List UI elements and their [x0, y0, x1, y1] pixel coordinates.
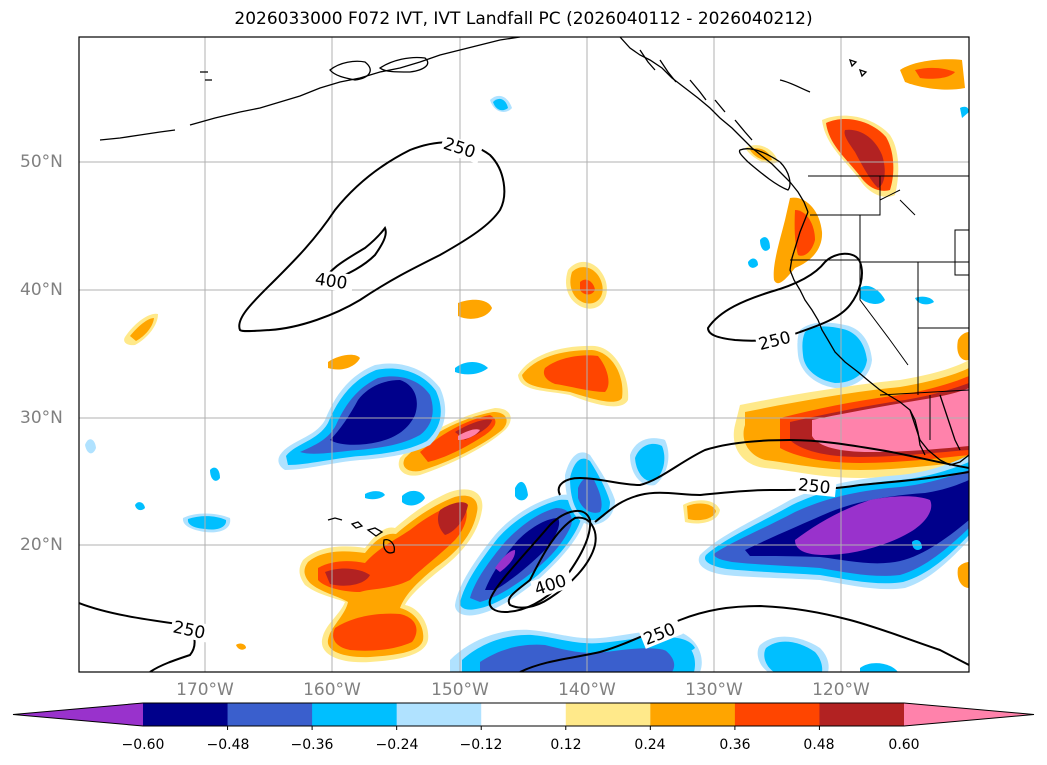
c28-blob-pink — [458, 429, 480, 440]
s-neg-2-cyan — [764, 641, 823, 672]
e-neg-purple — [795, 496, 932, 555]
colorbar-swatch — [143, 703, 229, 726]
small-orange-240 — [236, 643, 246, 650]
contour-label: 400 — [314, 270, 349, 294]
neg-small-7 — [85, 439, 96, 454]
c-neg-up-blue — [578, 477, 602, 513]
lat-label-40n: 40°N — [20, 280, 63, 300]
sw-orange-dr — [325, 568, 370, 586]
lon-label-160w: 160°W — [303, 680, 361, 700]
ne-blob-1-dr — [844, 129, 885, 188]
s-neg-1-blue — [480, 644, 675, 672]
neg-small-6 — [365, 491, 385, 500]
se-edge-orange2 — [957, 562, 969, 588]
neg-small-1c — [493, 98, 508, 111]
sw-orange-r2 — [333, 613, 417, 651]
colorbar-tick: 0.60 — [888, 737, 920, 753]
colorbar-tick: −0.48 — [206, 737, 250, 753]
neg-small-11 — [915, 296, 934, 305]
colorbar-swatch — [734, 703, 820, 726]
ne-blob-2-r — [915, 67, 955, 79]
neg-small-2 — [455, 362, 488, 375]
lat-label-30n: 30°N — [20, 408, 63, 428]
map-frame — [78, 36, 970, 673]
neg-ca-coast-cyan — [802, 326, 867, 383]
colorbar-tick: −0.60 — [121, 737, 165, 753]
neg-small-4 — [402, 490, 425, 506]
lat-label-20n: 20°N — [20, 535, 63, 555]
colorbar-swatch — [650, 703, 736, 726]
colorbar-extend-min — [13, 703, 143, 726]
neg-small-3c — [187, 516, 227, 530]
lon-label-120w: 120°W — [812, 680, 870, 700]
sw-small-2-or — [130, 318, 154, 341]
colorbar-swatch — [819, 703, 905, 726]
colorbar-swatch — [481, 703, 567, 726]
colorbar-tick: 0.36 — [719, 737, 751, 753]
lon-label-150w: 150°W — [431, 680, 489, 700]
neg-small-8 — [210, 467, 220, 481]
s-neg-3 — [860, 663, 898, 672]
lon-label-170w: 170°W — [176, 680, 234, 700]
contour-label: 250 — [797, 475, 831, 498]
neg-small-13 — [135, 502, 145, 511]
se-edge-orange — [957, 332, 969, 361]
coast-red — [794, 210, 815, 256]
colorbar-tick: 0.24 — [634, 737, 666, 753]
w-neg-navy — [330, 380, 417, 445]
lon-label-130w: 130°W — [685, 680, 743, 700]
colorbar-swatch — [312, 703, 398, 726]
sw-small-1 — [328, 354, 360, 370]
colorbar-swatch — [396, 703, 482, 726]
c35-blob-r — [543, 355, 609, 392]
lat-label-50n: 50°N — [20, 152, 63, 172]
sw-small-3-or — [687, 503, 716, 521]
neg-small-12 — [960, 106, 969, 118]
neg-small-10 — [760, 237, 770, 251]
colorbar-outline — [12, 702, 1035, 727]
colorbar-swatch — [565, 703, 651, 726]
ivt-contours — [79, 141, 969, 672]
colorbar-swatch — [227, 703, 313, 726]
lon-label-140w: 140°W — [558, 680, 616, 700]
coastlines — [99, 37, 969, 554]
c-neg-r2-cyan — [635, 443, 665, 482]
colorbar-tick: −0.36 — [290, 737, 334, 753]
colorbar-tick: 0.12 — [550, 737, 582, 753]
c40-small — [458, 299, 492, 319]
neg-small-9 — [748, 258, 758, 268]
colorbar-tick: −0.24 — [375, 737, 419, 753]
neg-small-15 — [660, 637, 695, 653]
colorbar-extend-max — [904, 703, 1034, 726]
map-title: 2026033000 F072 IVT, IVT Landfall PC (20… — [234, 9, 813, 29]
neg-small-5 — [515, 481, 528, 501]
colorbar — [12, 702, 1035, 730]
colorbar-tick: −0.12 — [459, 737, 503, 753]
colorbar-tick: 0.48 — [803, 737, 835, 753]
c-neg-purple — [495, 550, 516, 572]
negative-anomaly-regions — [85, 95, 969, 672]
